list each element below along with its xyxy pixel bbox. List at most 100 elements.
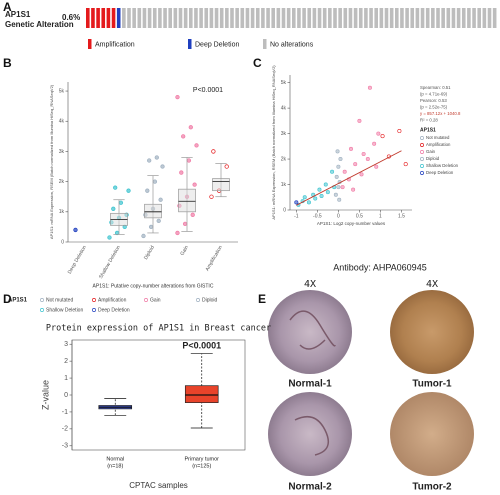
data-point bbox=[158, 197, 163, 202]
legend-label: Amplification bbox=[98, 297, 127, 303]
x-tick-label: Diploid bbox=[143, 244, 156, 260]
data-point bbox=[73, 227, 78, 233]
data-point bbox=[335, 149, 340, 154]
data-point bbox=[224, 164, 229, 169]
annotation: P<0.0001 bbox=[182, 340, 221, 350]
x-tick-label: -0.5 bbox=[313, 213, 322, 219]
stat-text: (p = 2.52e-75) bbox=[420, 105, 448, 110]
sample-cell bbox=[271, 8, 275, 28]
sample-cell bbox=[235, 8, 239, 28]
data-point bbox=[365, 157, 370, 162]
box bbox=[144, 203, 162, 219]
sample-cell bbox=[209, 8, 214, 28]
data-point bbox=[317, 187, 322, 192]
sample-cell bbox=[369, 8, 373, 28]
data-point bbox=[367, 85, 372, 90]
sample-cell bbox=[446, 8, 451, 28]
data-point bbox=[188, 125, 193, 130]
sample-cell bbox=[276, 8, 281, 28]
data-point bbox=[302, 195, 307, 200]
panel-label: C bbox=[253, 56, 262, 70]
data-point bbox=[353, 162, 358, 167]
sample-cell bbox=[147, 8, 152, 28]
data-point bbox=[380, 134, 385, 139]
data-point bbox=[351, 187, 356, 192]
data-point bbox=[209, 194, 214, 199]
legend-marker bbox=[92, 298, 96, 302]
sample-cell bbox=[286, 8, 291, 28]
legend-swatch bbox=[263, 39, 267, 49]
sample-cell bbox=[255, 8, 260, 28]
legend-marker bbox=[420, 171, 424, 175]
data-point bbox=[306, 200, 311, 205]
y-tick-label: 0 bbox=[61, 239, 64, 245]
stat-text: R² = 0.28 bbox=[420, 118, 438, 123]
sample-cell bbox=[168, 8, 172, 28]
data-point bbox=[148, 224, 154, 230]
sample-cell bbox=[338, 8, 342, 28]
legend-label: Not mutated bbox=[426, 135, 450, 140]
sample-cell bbox=[122, 8, 126, 28]
x-tick-label: 0.5 bbox=[356, 213, 363, 219]
data-point bbox=[186, 158, 192, 163]
box bbox=[212, 178, 230, 192]
box bbox=[184, 385, 219, 403]
legend-marker bbox=[144, 298, 148, 302]
data-point bbox=[325, 190, 330, 195]
data-point bbox=[323, 182, 328, 187]
stat-text: (p = 4.71e-69) bbox=[420, 92, 448, 97]
legend-title: AP1S1 bbox=[420, 127, 436, 133]
sample-cell bbox=[266, 8, 270, 28]
sample-cell bbox=[204, 8, 209, 28]
sample-label: Tumor-1 bbox=[412, 379, 452, 390]
data-point bbox=[334, 174, 339, 179]
sample-cell bbox=[317, 8, 322, 28]
tissue-texture bbox=[289, 310, 336, 456]
data-point bbox=[359, 172, 364, 177]
legend-title: AP1S1 bbox=[8, 298, 28, 304]
panel-label: B bbox=[3, 56, 12, 70]
sample-cell bbox=[384, 8, 389, 28]
data-point bbox=[181, 134, 186, 139]
sample-cell bbox=[106, 8, 111, 28]
x-tick-label: Shallow Deletion bbox=[98, 244, 122, 279]
sample-cell bbox=[152, 8, 157, 28]
y-tick-label: 1k bbox=[281, 182, 287, 188]
y-tick-label: 3 bbox=[64, 341, 68, 348]
data-point bbox=[179, 170, 184, 175]
x-tick-note: (n=18) bbox=[107, 463, 123, 469]
sample-cell bbox=[240, 8, 245, 28]
sample-cell bbox=[178, 8, 183, 28]
trend-line bbox=[296, 150, 402, 206]
y-tick-label: 4k bbox=[59, 119, 65, 125]
data-point bbox=[357, 118, 362, 123]
oncoprint-legend: Amplification Deep Deletion No alterations bbox=[88, 39, 314, 49]
y-tick-label: 4k bbox=[281, 105, 287, 111]
sample-cell bbox=[472, 8, 476, 28]
legend-label: Not mutated bbox=[46, 297, 73, 303]
legend-marker bbox=[420, 150, 424, 154]
sample-cell bbox=[492, 8, 497, 28]
altered-percent: 0.6% bbox=[62, 13, 80, 22]
legend-label: Deep Deletion bbox=[426, 170, 454, 175]
x-tick-label: 1 bbox=[379, 213, 382, 219]
data-point bbox=[361, 151, 366, 156]
panel-label: D bbox=[3, 292, 12, 306]
data-point bbox=[126, 188, 131, 193]
data-point bbox=[175, 94, 180, 100]
data-point bbox=[338, 157, 343, 162]
sample-cell bbox=[173, 8, 178, 28]
data-point bbox=[156, 218, 161, 224]
sample-cell bbox=[451, 8, 456, 28]
x-tick-label: Normal bbox=[106, 456, 124, 462]
sample-cell bbox=[395, 8, 399, 28]
sample-cell bbox=[420, 8, 425, 28]
sample-cell bbox=[322, 8, 327, 28]
data-point bbox=[403, 162, 408, 167]
x-tick-note: (n=125) bbox=[192, 463, 211, 469]
sample-cell bbox=[142, 8, 147, 28]
x-tick-label: -1 bbox=[294, 213, 299, 219]
sample-cell bbox=[127, 8, 131, 28]
data-point bbox=[147, 158, 152, 163]
